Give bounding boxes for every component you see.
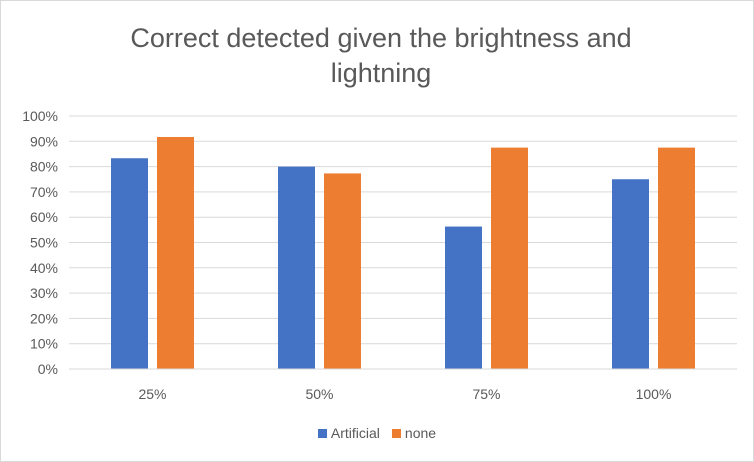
y-tick-label: 100% (22, 108, 58, 124)
bar (658, 147, 695, 369)
y-tick-label: 70% (30, 184, 58, 200)
legend-label: none (404, 425, 437, 441)
y-tick-label: 10% (30, 336, 58, 352)
bar (612, 179, 649, 369)
y-tick-label: 80% (30, 159, 58, 175)
legend-swatch (317, 428, 327, 438)
x-tick-label: 75% (472, 386, 500, 402)
y-tick-label: 90% (30, 133, 58, 149)
y-tick-label: 20% (30, 310, 58, 326)
y-tick-label: 30% (30, 285, 58, 301)
chart-title: Correct detected given the brightness an… (130, 23, 632, 88)
bar (111, 158, 148, 369)
legend-item: Artificial (317, 425, 380, 441)
bar (445, 226, 482, 369)
legend-swatch (391, 428, 401, 438)
x-tick-label: 100% (636, 386, 672, 402)
plot-area: 0% 10% 20% 30% 40% 50% 60% 70% 80% 90% 100% 25% 50% 7… (22, 108, 737, 402)
legend: Artificial none (1, 425, 753, 441)
bar (491, 147, 528, 369)
x-tick-label: 25% (138, 386, 166, 402)
bar (278, 166, 315, 369)
y-tick-label: 0% (38, 361, 58, 377)
bar (324, 173, 361, 369)
x-tick-label: 50% (305, 386, 333, 402)
legend-label: Artificial (330, 425, 380, 441)
legend-item: none (391, 425, 437, 441)
bar (157, 136, 194, 369)
y-tick-label: 60% (30, 209, 58, 225)
y-tick-label: 50% (30, 235, 58, 251)
y-tick-label: 40% (30, 260, 58, 276)
